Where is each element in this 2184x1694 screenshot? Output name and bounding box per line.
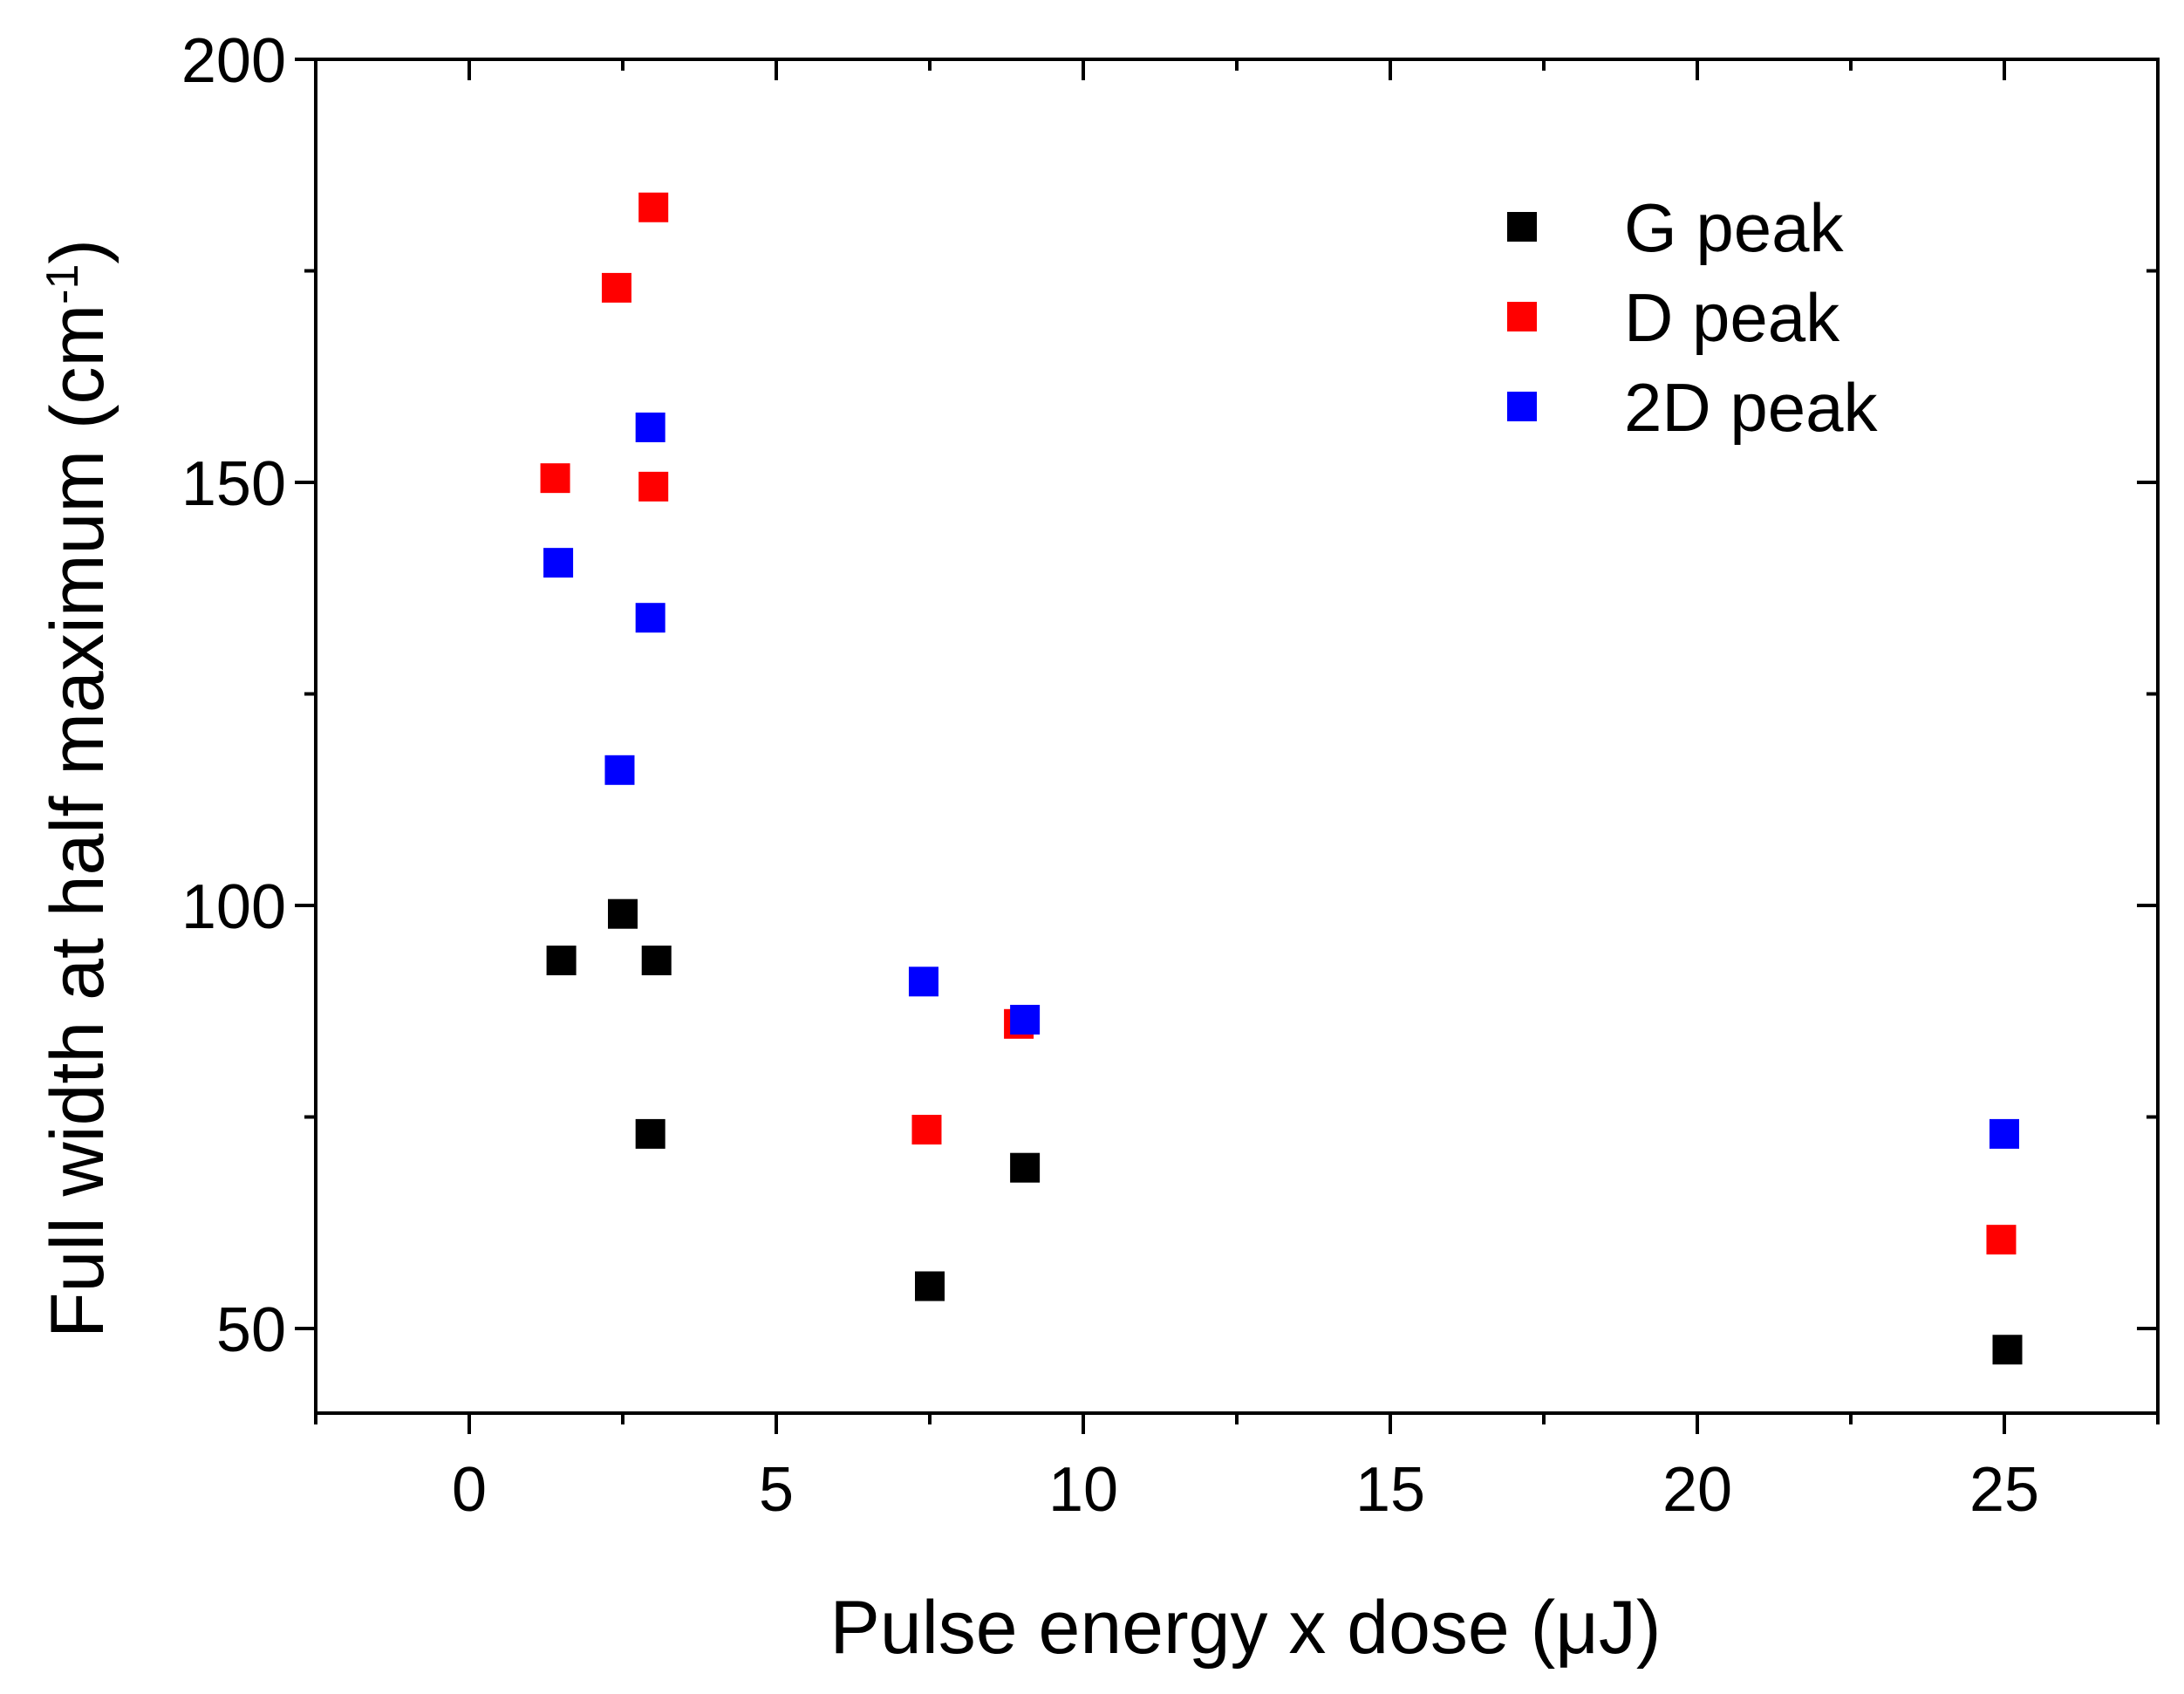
legend-label-2d-peak: 2D peak [1624, 369, 1879, 446]
x-tick-label: 20 [1662, 1455, 1732, 1525]
x-tick-label: 5 [759, 1455, 794, 1525]
2d-peak-point [604, 755, 635, 785]
legend-marker-2d-peak [1507, 392, 1537, 421]
x-tick-label: 0 [452, 1455, 487, 1525]
legend-marker-d-peak [1507, 302, 1537, 331]
x-tick-label: 25 [1969, 1455, 2039, 1525]
2d-peak-point [543, 548, 574, 578]
2d-peak-point [908, 967, 938, 997]
y-tick-label: 50 [216, 1295, 286, 1365]
g-peak-point [641, 946, 672, 976]
g-peak-point [608, 898, 638, 929]
g-peak-point [1992, 1335, 2023, 1365]
y-tick-label: 150 [181, 449, 286, 519]
g-peak-point [915, 1271, 945, 1301]
legend-label-d-peak: D peak [1624, 279, 1840, 356]
y-tick-label: 100 [181, 872, 286, 942]
tick-labels: 0 5 10 15 20 25 50 100 150 200 [181, 26, 2039, 1525]
d-peak-point [638, 192, 669, 222]
2d-peak-point [1989, 1118, 2019, 1149]
y-axis-title: Full width at half maximum (cm-1) [36, 239, 119, 1338]
y-tick-label: 200 [181, 26, 286, 96]
d-peak-point [638, 471, 669, 502]
g-peak-point [635, 1118, 665, 1149]
d-peak-point [540, 463, 570, 494]
axis-ticks [295, 58, 2160, 1434]
legend-marker-g-peak [1507, 212, 1537, 242]
x-tick-label: 15 [1355, 1455, 1425, 1525]
d-peak-point [601, 272, 631, 303]
d-peak-point [911, 1115, 942, 1145]
2d-peak-point [1010, 1004, 1041, 1035]
x-axis-title: Pulse energy x dose (μJ) [830, 1586, 1662, 1670]
y-axis-title-main: Full width at half maximum (cm [36, 304, 119, 1338]
legend: G peak D peak 2D peak [1507, 189, 1879, 446]
legend-label-g-peak: G peak [1624, 189, 1844, 266]
y-axis-title-close: ) [36, 239, 119, 264]
g-peak-point [546, 946, 577, 976]
x-tick-label: 10 [1048, 1455, 1118, 1525]
2d-peak-point [635, 412, 665, 442]
plot-frame [314, 58, 2160, 1415]
d-peak-point [1986, 1225, 2017, 1255]
data-markers [540, 192, 2023, 1365]
y-axis-title-superscript: -1 [38, 264, 88, 304]
g-peak-point [1010, 1152, 1041, 1183]
2d-peak-point [635, 603, 665, 633]
